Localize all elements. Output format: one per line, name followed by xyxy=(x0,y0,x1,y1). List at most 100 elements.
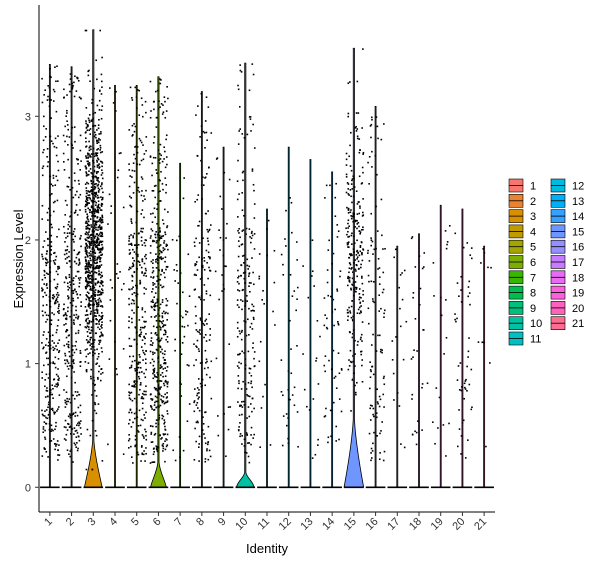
point xyxy=(262,290,264,292)
point xyxy=(155,231,157,233)
point xyxy=(465,378,467,381)
point xyxy=(86,254,89,257)
point xyxy=(49,266,51,269)
point xyxy=(145,350,147,352)
point xyxy=(77,277,80,279)
point xyxy=(91,278,93,281)
point xyxy=(359,232,361,235)
point xyxy=(48,296,51,298)
point xyxy=(353,215,355,218)
violin-group-10 xyxy=(235,62,256,489)
point xyxy=(253,147,256,149)
point xyxy=(131,293,134,296)
point xyxy=(159,200,161,202)
point xyxy=(348,257,351,259)
point xyxy=(80,305,82,307)
point xyxy=(58,444,60,446)
point xyxy=(242,272,245,274)
point xyxy=(351,232,353,235)
point xyxy=(362,290,364,292)
point xyxy=(460,275,462,278)
point xyxy=(89,154,91,157)
point xyxy=(134,284,137,287)
point xyxy=(137,431,140,433)
point xyxy=(96,197,99,199)
point xyxy=(201,378,204,381)
point xyxy=(89,312,92,315)
point xyxy=(209,334,212,336)
point xyxy=(156,222,158,225)
violin-16 xyxy=(365,106,386,488)
point xyxy=(164,448,167,451)
point xyxy=(137,375,140,378)
point xyxy=(375,116,378,118)
point xyxy=(54,428,56,431)
point xyxy=(160,256,162,258)
point xyxy=(353,261,355,264)
point xyxy=(43,125,45,128)
point xyxy=(94,131,96,134)
point xyxy=(198,389,200,391)
point xyxy=(161,286,163,289)
point xyxy=(132,262,134,265)
point xyxy=(101,291,104,294)
point xyxy=(64,399,66,402)
point xyxy=(209,455,212,458)
point xyxy=(176,302,178,305)
point xyxy=(88,228,91,231)
point xyxy=(66,232,69,235)
point xyxy=(90,259,92,262)
point xyxy=(356,312,359,315)
point xyxy=(346,182,349,184)
point xyxy=(57,368,59,370)
point xyxy=(143,326,145,329)
point xyxy=(58,377,60,379)
point xyxy=(90,145,92,148)
point xyxy=(145,269,147,272)
point xyxy=(71,428,74,430)
point xyxy=(253,217,256,219)
point xyxy=(85,145,88,147)
point xyxy=(353,372,355,374)
point xyxy=(93,262,96,264)
point xyxy=(91,206,93,209)
point xyxy=(102,191,104,194)
point xyxy=(261,299,263,301)
point xyxy=(160,398,162,401)
point xyxy=(223,171,226,174)
point xyxy=(338,372,341,375)
point xyxy=(354,268,357,271)
point xyxy=(327,294,330,297)
point xyxy=(63,96,65,99)
point xyxy=(56,235,58,238)
point xyxy=(120,288,123,291)
point xyxy=(165,191,167,194)
point xyxy=(165,156,168,158)
point xyxy=(142,397,144,400)
point xyxy=(151,344,154,346)
point xyxy=(350,234,353,237)
point xyxy=(150,433,153,435)
point xyxy=(98,163,100,165)
point xyxy=(360,229,363,231)
point xyxy=(203,284,206,286)
point xyxy=(138,377,141,380)
point xyxy=(197,398,200,400)
point xyxy=(264,383,266,386)
point xyxy=(154,395,157,398)
point xyxy=(358,151,361,154)
point xyxy=(395,336,397,338)
point xyxy=(161,401,164,404)
point xyxy=(165,338,167,341)
point xyxy=(95,172,98,175)
point xyxy=(63,88,65,91)
point xyxy=(242,179,244,182)
point xyxy=(149,155,152,158)
point xyxy=(91,200,93,203)
point xyxy=(159,351,162,353)
point xyxy=(56,383,59,386)
point xyxy=(132,462,134,464)
point xyxy=(228,178,231,181)
point xyxy=(237,401,239,403)
point xyxy=(79,149,82,152)
